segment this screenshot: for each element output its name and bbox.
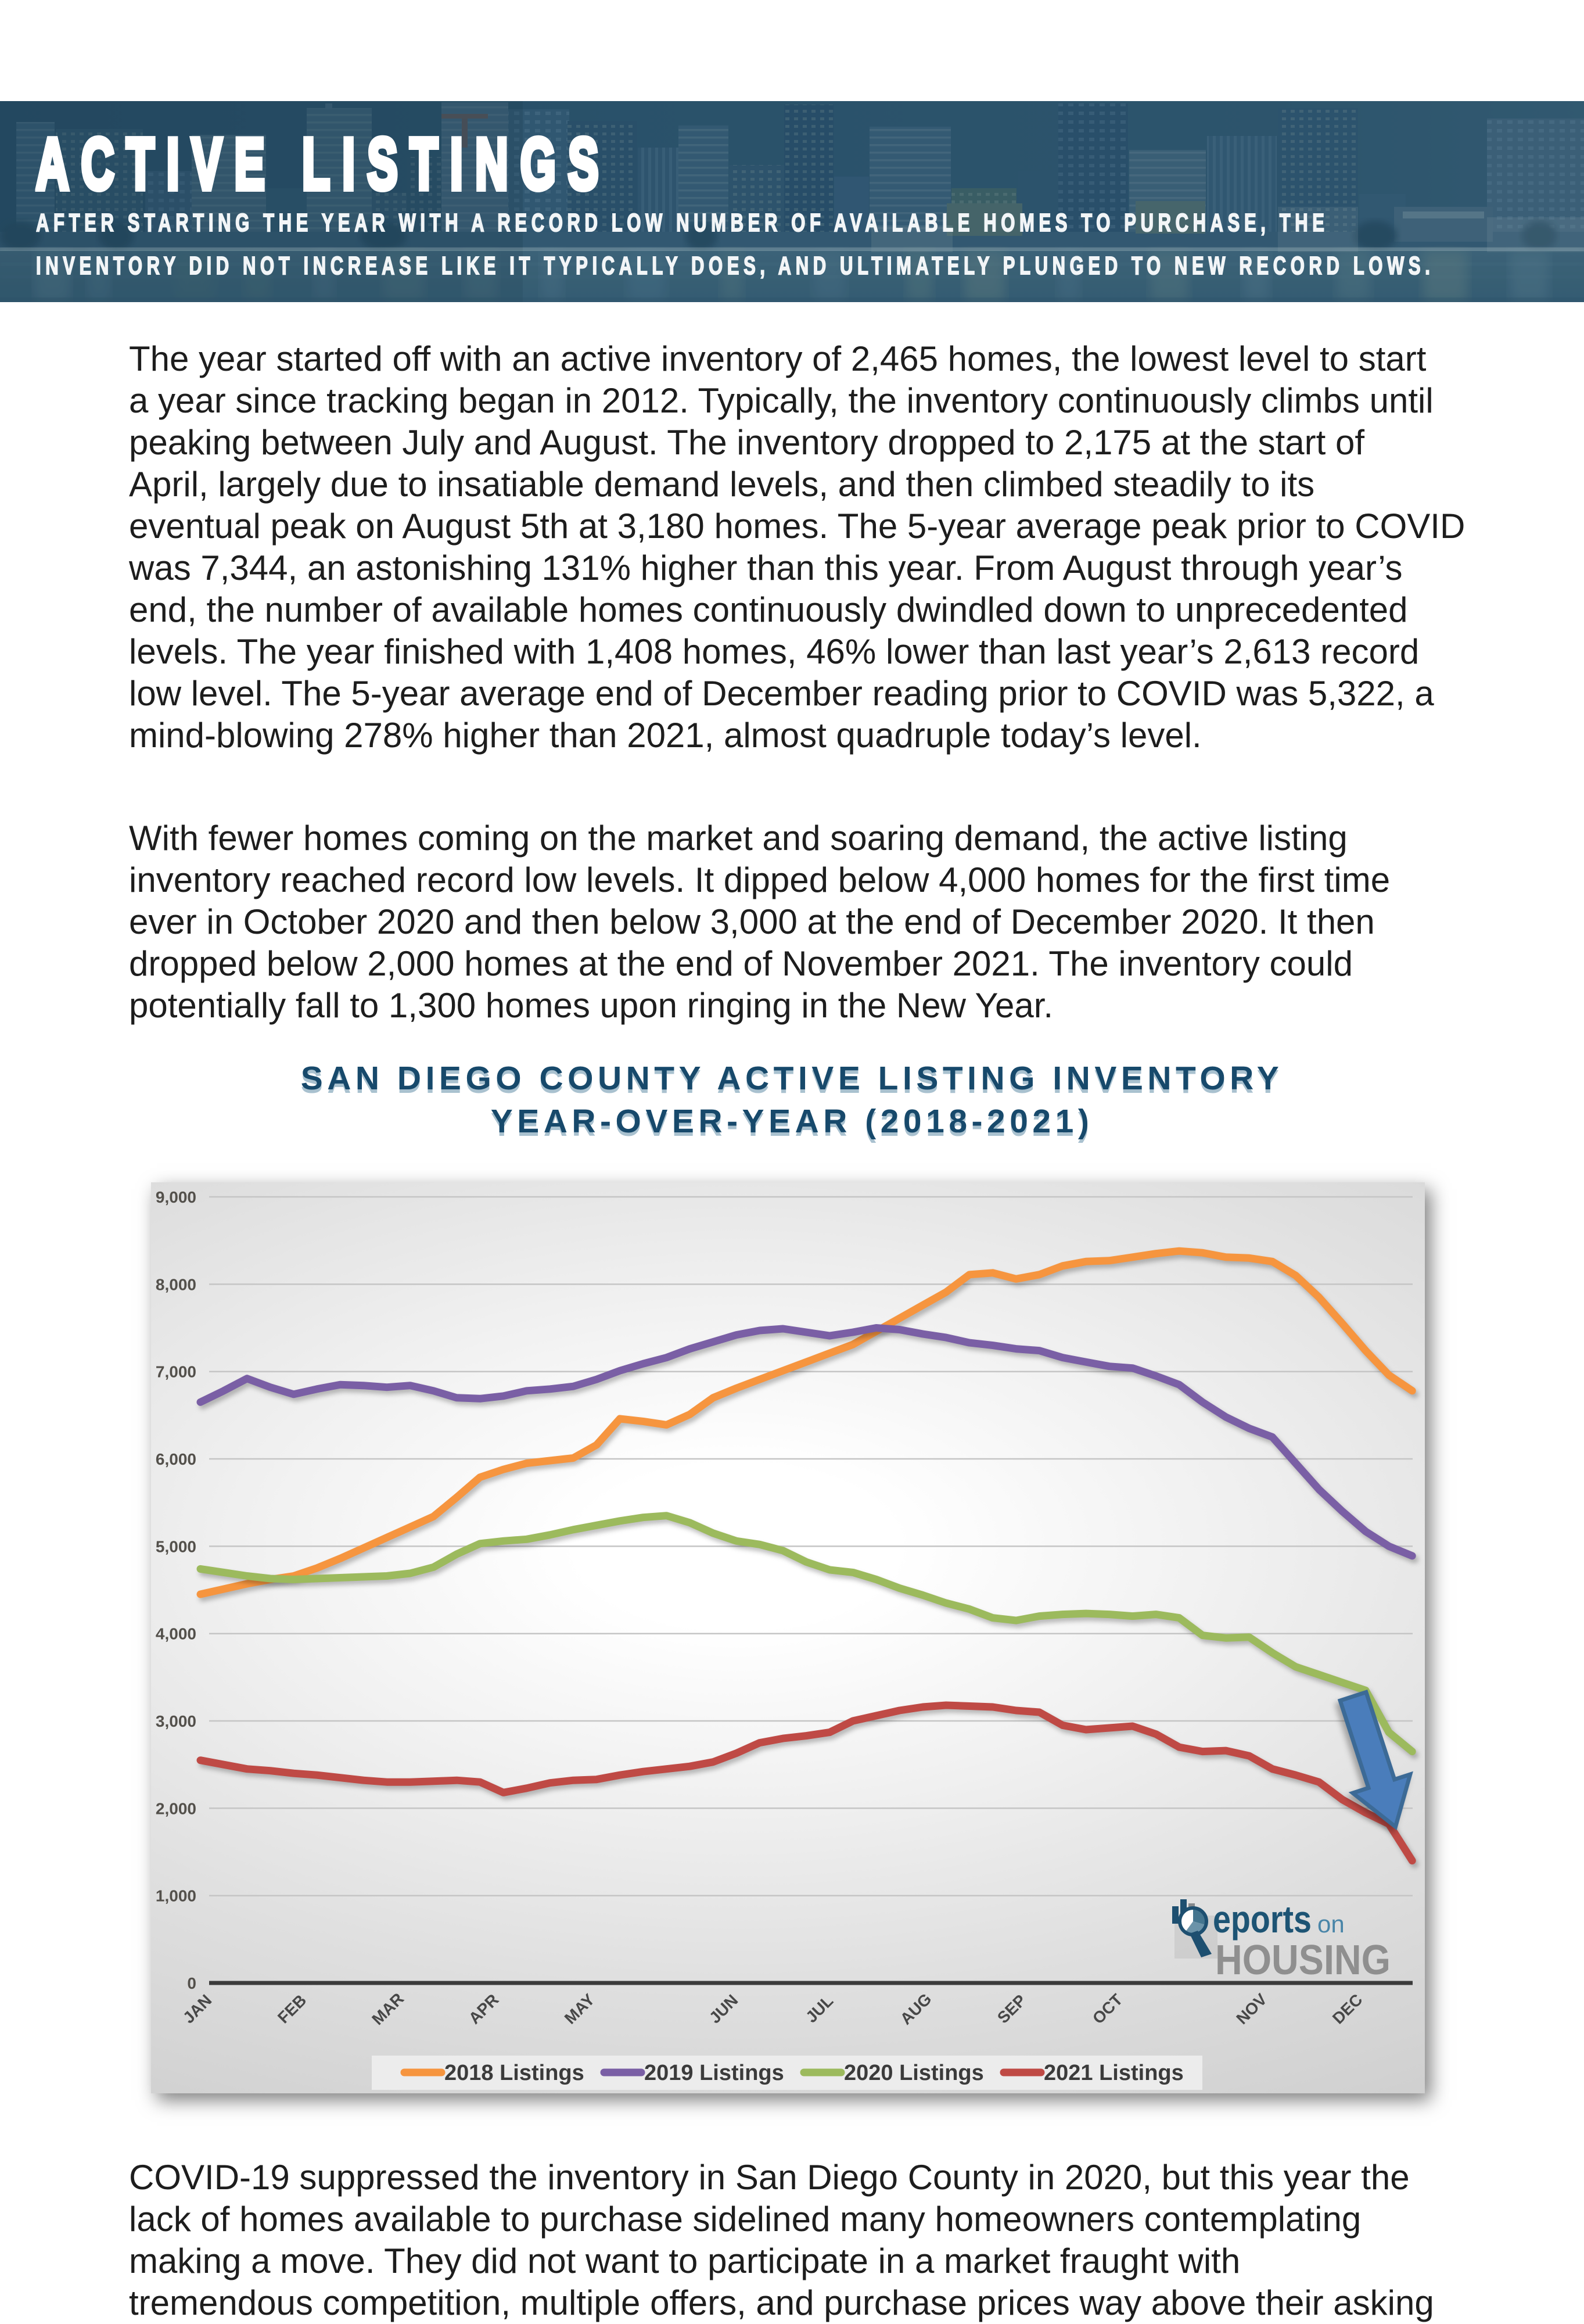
svg-text:9,000: 9,000: [156, 1188, 196, 1206]
svg-text:on: on: [1317, 1910, 1345, 1938]
svg-text:MAR: MAR: [368, 1989, 407, 2028]
svg-text:FEB: FEB: [274, 1991, 310, 2027]
svg-text:2021 Listings: 2021 Listings: [1044, 2061, 1184, 2085]
svg-text:SEP: SEP: [994, 1991, 1030, 2027]
svg-text:3,000: 3,000: [156, 1712, 196, 1730]
svg-text:JUL: JUL: [802, 1992, 836, 2026]
svg-text:JAN: JAN: [179, 1991, 215, 2027]
svg-text:HOUSING: HOUSING: [1215, 1937, 1391, 1984]
svg-text:2020 Listings: 2020 Listings: [844, 2061, 984, 2085]
svg-text:APR: APR: [465, 1991, 502, 2028]
svg-text:JUN: JUN: [706, 1991, 742, 2027]
svg-text:OCT: OCT: [1089, 1991, 1126, 2028]
svg-text:2019 Listings: 2019 Listings: [644, 2061, 784, 2085]
svg-text:1,000: 1,000: [156, 1887, 196, 1905]
svg-text:2,000: 2,000: [156, 1799, 196, 1817]
svg-text:8,000: 8,000: [156, 1275, 196, 1293]
svg-text:4,000: 4,000: [156, 1625, 196, 1643]
svg-text:MAY: MAY: [561, 1990, 598, 2027]
svg-text:AUG: AUG: [897, 1990, 935, 2028]
svg-text:DEC: DEC: [1329, 1991, 1366, 2028]
svg-text:eports: eports: [1213, 1898, 1312, 1941]
svg-text:2018 Listings: 2018 Listings: [444, 2061, 584, 2085]
svg-text:6,000: 6,000: [156, 1450, 196, 1468]
svg-text:NOV: NOV: [1233, 1990, 1270, 2028]
svg-text:5,000: 5,000: [156, 1537, 196, 1555]
svg-text:7,000: 7,000: [156, 1363, 196, 1381]
svg-text:0: 0: [187, 1974, 196, 1992]
